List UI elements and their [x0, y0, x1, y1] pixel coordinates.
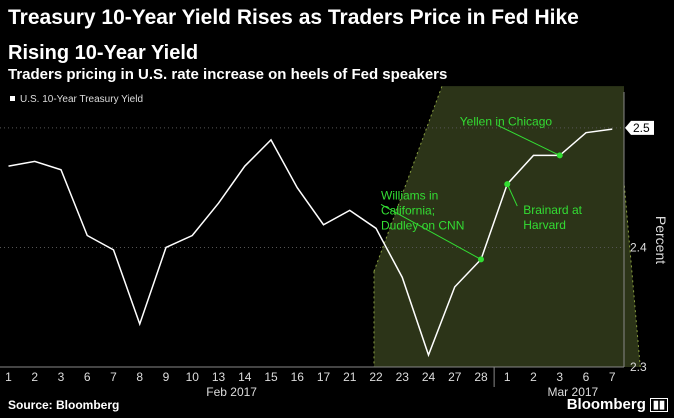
bloomberg-mark-icon: ▮▮	[649, 397, 668, 412]
highlight-border-lower	[623, 181, 641, 368]
annotation-dot	[556, 152, 563, 159]
annotation-leader	[506, 183, 518, 207]
y-tick-label: 2.4	[630, 240, 647, 254]
x-tick-label: 6	[583, 370, 590, 384]
x-tick-label: 15	[264, 370, 278, 384]
x-tick-label: 28	[474, 370, 488, 384]
annotation-leader	[380, 203, 482, 260]
annotation-text: Brainard at Harvard	[523, 203, 582, 232]
last-value-badge	[625, 120, 654, 135]
x-tick-label: 1	[504, 370, 511, 384]
y-axis-title: Percent	[653, 216, 669, 264]
x-tick-label: 13	[212, 370, 226, 384]
legend-swatch	[10, 96, 15, 101]
x-tick-label: 6	[84, 370, 91, 384]
series-line	[8, 128, 613, 358]
headline: Treasury 10-Year Yield Rises as Traders …	[8, 6, 579, 29]
brand-logo: Bloomberg ▮▮	[567, 396, 668, 413]
x-tick-label: 27	[448, 370, 462, 384]
x-tick-label: 16	[291, 370, 305, 384]
brand-name: Bloomberg	[566, 396, 646, 413]
x-tick-label: 2	[31, 370, 38, 384]
x-month-label: Feb 2017	[206, 385, 257, 399]
last-value-label: 2.5	[633, 121, 650, 135]
x-tick-label: 2	[530, 370, 537, 384]
x-tick-label: 17	[317, 370, 331, 384]
x-tick-label: 22	[369, 370, 383, 384]
x-tick-label: 9	[163, 370, 170, 384]
x-tick-label: 3	[58, 370, 65, 384]
legend-label: U.S. 10-Year Treasury Yield	[20, 94, 143, 105]
x-tick-label: 24	[422, 370, 436, 384]
annotation-leader	[497, 124, 560, 156]
x-tick-label: 23	[396, 370, 410, 384]
source-note: Source: Bloomberg	[8, 398, 120, 412]
x-tick-label: 10	[186, 370, 200, 384]
highlight-band	[374, 86, 641, 368]
annotation-text: Yellen in Chicago	[460, 114, 553, 128]
annotation-dot	[504, 181, 511, 188]
chart-title: Rising 10-Year Yield	[8, 42, 199, 64]
annotation-text: Williams in California; Dudley on CNN	[381, 188, 464, 232]
x-tick-label: 7	[110, 370, 117, 384]
x-tick-label: 8	[136, 370, 143, 384]
y-tick-label: 2.3	[630, 360, 647, 374]
x-tick-label: 21	[343, 370, 357, 384]
x-tick-label: 7	[609, 370, 616, 384]
annotation-dot	[478, 256, 484, 263]
x-month-label: Mar 2017	[548, 385, 599, 399]
x-tick-label: 14	[238, 370, 252, 384]
x-tick-label: 3	[556, 370, 563, 384]
chart-subtitle: Traders pricing in U.S. rate increase on…	[8, 66, 448, 83]
x-tick-label: 1	[5, 370, 12, 384]
